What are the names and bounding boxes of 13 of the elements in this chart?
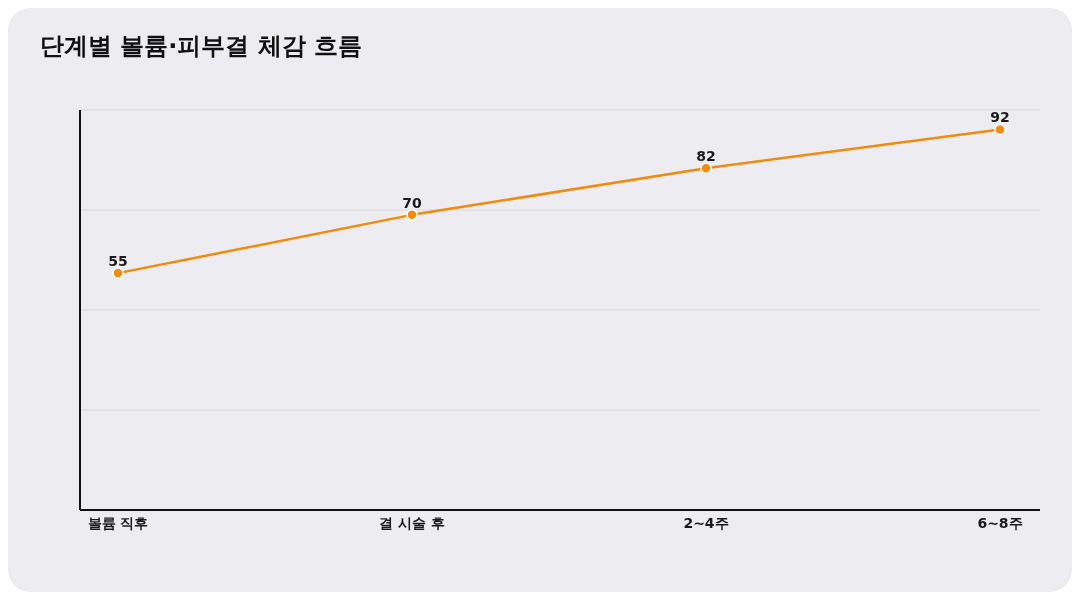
point [994,123,1006,136]
x-tick-label: 2~4주 [683,514,729,531]
x-tick-label: 결 시술 후 [379,514,445,531]
data-label: 55 [108,253,128,270]
data-label: 82 [696,148,716,165]
data-label: 70 [402,194,422,211]
point [112,267,124,279]
data-label: 92 [990,109,1010,126]
chart-title: 단계별 볼륨·피부결 체감 흐름 [40,31,363,62]
x-tick-label: 6~8주 [977,514,1023,531]
point [406,209,418,221]
point [700,162,712,174]
x-tick-label: 볼륨 직후 [87,514,149,531]
